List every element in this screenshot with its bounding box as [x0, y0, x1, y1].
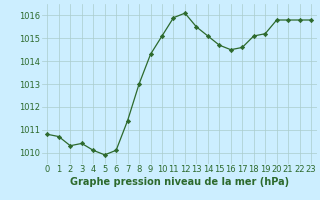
X-axis label: Graphe pression niveau de la mer (hPa): Graphe pression niveau de la mer (hPa) — [70, 177, 289, 187]
